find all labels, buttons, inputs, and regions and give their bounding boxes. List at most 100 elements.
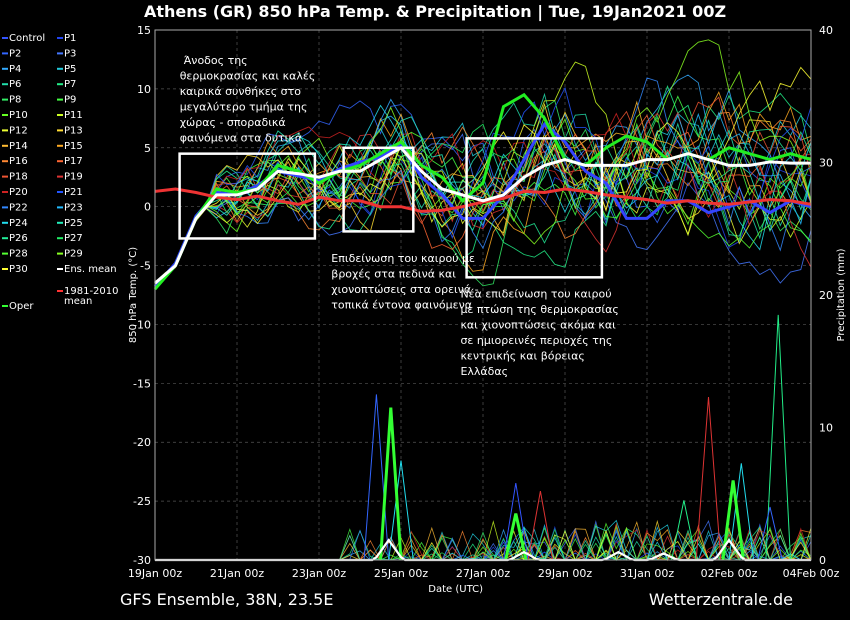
annotation-line: βροχές στα πεδινά και: [331, 268, 456, 281]
annotation-line: χώρας - σποραδικά: [180, 116, 286, 129]
annotation-line: θερμοκρασίας και καλές: [180, 70, 316, 83]
x-tick-label: 21Jan 00z: [210, 567, 264, 580]
member-line-p5: [154, 112, 812, 284]
legend-label: P22: [9, 202, 28, 213]
member-line-p18: [154, 96, 812, 285]
annotation-line: μεγαλύτερο τμήμα της: [180, 101, 308, 114]
axis-ticks: 15 10 5 0 -5 -10 -15 -20 -25 -30 40 30 20 10 0 19Jan 00…: [128, 24, 840, 580]
legend-label: P16: [9, 156, 28, 167]
legend-label: P8: [9, 95, 21, 106]
precip-spike: [728, 463, 755, 561]
x-tick-label: 25Jan 00z: [374, 567, 428, 580]
y-tick-label: 15: [137, 24, 151, 37]
x-tick-label: 29Jan 00z: [538, 567, 592, 580]
ens-mean-line: [154, 145, 811, 285]
legend-label: P29: [64, 249, 83, 260]
member-line-p17: [154, 114, 812, 284]
y-tick-label: 10: [137, 83, 151, 96]
y-tick-label: -25: [133, 495, 151, 508]
y-axis-label: 850 hPa Temp. (°C): [128, 247, 139, 343]
oper-precip-peak: [504, 513, 528, 561]
oper-precip-peak: [721, 480, 745, 561]
highlight-box: [465, 137, 604, 279]
precip-spike: [757, 506, 783, 561]
legend-label: P21: [64, 187, 83, 198]
x-tick-label: 31Jan 00z: [620, 567, 674, 580]
annotation-line: Άνοδος της: [184, 54, 248, 67]
legend: Control P1 P2 P3 P4 P5 P6 P7 P8 P9 P10 P11 P12 P13 P14…: [2, 33, 119, 312]
legend-label: P1: [64, 33, 76, 44]
annotation-line: Ελλάδας: [460, 365, 508, 378]
legend-label: P7: [64, 79, 76, 90]
legend-label: P9: [64, 95, 76, 106]
legend-label: P18: [9, 172, 28, 183]
legend-label: P10: [9, 110, 28, 121]
legend-label: P12: [9, 125, 28, 136]
precip-spike: [765, 314, 791, 561]
y-tick-label: 5: [144, 142, 151, 155]
annotation-line: τοπικά έντονα φαινόμενα: [331, 299, 472, 312]
annotation-line: κεντρικής και βόρειας: [460, 349, 584, 362]
legend-label: P27: [64, 233, 83, 244]
legend-label: P26: [9, 233, 28, 244]
plot-frame: [154, 29, 812, 561]
footer-source: GFS Ensemble, 38N, 23.5E: [120, 590, 333, 609]
y-tick-label: -5: [140, 260, 151, 273]
member-line-p27: [154, 123, 812, 285]
member-line-p23: [154, 111, 812, 283]
annotation-line: Νέα επιδείνωση του καιρού: [460, 287, 611, 300]
mean-series: [153, 92, 812, 291]
x-tick-label: 27Jan 00z: [456, 567, 510, 580]
legend-label: P6: [9, 79, 21, 90]
member-line-p20: [154, 112, 812, 284]
legend-label: Ens. mean: [64, 264, 117, 275]
y2-tick-label: 10: [819, 422, 833, 435]
y2-tick-label: 30: [819, 157, 833, 170]
legend-label: P24: [9, 218, 28, 229]
precip-spike: [503, 483, 529, 561]
x-tick-label: 19Jan 00z: [128, 567, 182, 580]
x-tick-label: 02Feb 00z: [701, 567, 758, 580]
chart-title: Athens (GR) 850 hPa Temp. & Precipitatio…: [144, 2, 726, 22]
y2-axis-label: Precipitation (mm): [836, 248, 847, 341]
legend-label: P5: [64, 64, 76, 75]
precip-spike: [388, 460, 414, 561]
x-tick-label: 23Jan 00z: [292, 567, 346, 580]
legend-label: P13: [64, 125, 83, 136]
y2-tick-label: 20: [819, 289, 833, 302]
legend-label: P3: [64, 48, 76, 59]
annotation-line: χιονοπτώσεις στα ορεινά -: [331, 283, 478, 296]
annotation-line: Επιδείνωση του καιρού με: [331, 252, 475, 265]
member-line-p15: [154, 91, 812, 284]
y-tick-label: -15: [133, 377, 151, 390]
legend-label: P25: [64, 218, 83, 229]
y2-tick-label: 40: [819, 24, 833, 37]
legend-label: 1981-2010 mean: [64, 286, 119, 307]
legend-label: P15: [64, 141, 83, 152]
legend-label: P20: [9, 187, 28, 198]
member-line-p30: [154, 66, 812, 284]
annotation-line: και χιονοπτώσεις ακόμα και: [460, 318, 616, 331]
legend-label: P30: [9, 264, 28, 275]
y2-tick-label: 0: [819, 554, 826, 567]
footer-site: Wetterzentrale.de: [649, 590, 793, 609]
oper-precip-peak: [379, 407, 403, 561]
legend-label: P19: [64, 172, 83, 183]
member-line-p29: [154, 39, 812, 284]
x-tick-label: 04Feb 00z: [783, 567, 840, 580]
annotation-boxes: [178, 137, 604, 279]
legend-label: P28: [9, 249, 28, 260]
highlight-box: [178, 152, 317, 240]
legend-label: Oper: [9, 301, 34, 312]
y-tick-label: -30: [133, 554, 151, 567]
precip-spike: [671, 500, 697, 561]
y-tick-label: 0: [144, 201, 151, 214]
annotation-line: σε ημιορεινές περιοχές της: [460, 334, 612, 347]
legend-label: P14: [9, 141, 28, 152]
highlight-box: [342, 146, 415, 233]
legend-label: P23: [64, 202, 83, 213]
annotation-line: φαινόμενα στα δυτικά: [180, 132, 302, 145]
x-axis-label: Date (UTC): [428, 584, 483, 595]
legend-label: P4: [9, 64, 21, 75]
